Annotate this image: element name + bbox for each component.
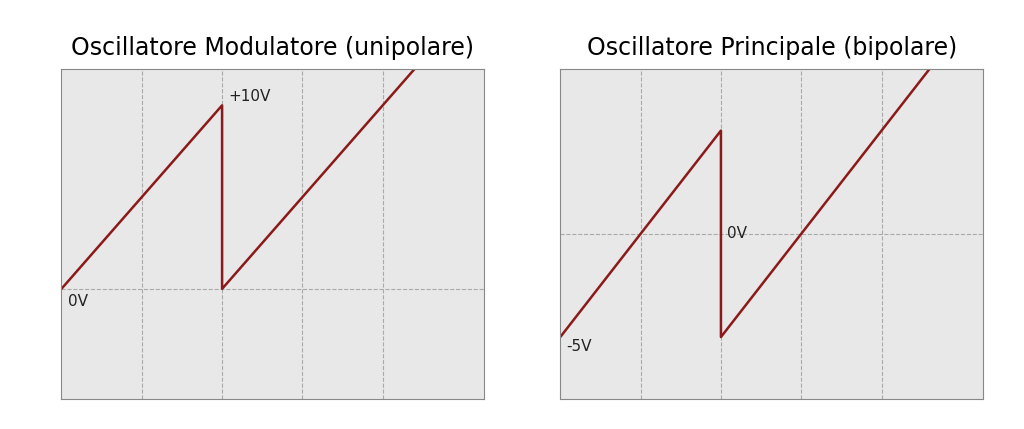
Title: Oscillatore Principale (bipolare): Oscillatore Principale (bipolare)	[587, 36, 956, 60]
Text: +10V: +10V	[228, 88, 270, 103]
Text: 0V: 0V	[68, 294, 88, 309]
Text: 0V: 0V	[727, 227, 748, 241]
Title: Oscillatore Modulatore (unipolare): Oscillatore Modulatore (unipolare)	[72, 36, 474, 60]
Text: -5V: -5V	[566, 339, 592, 354]
